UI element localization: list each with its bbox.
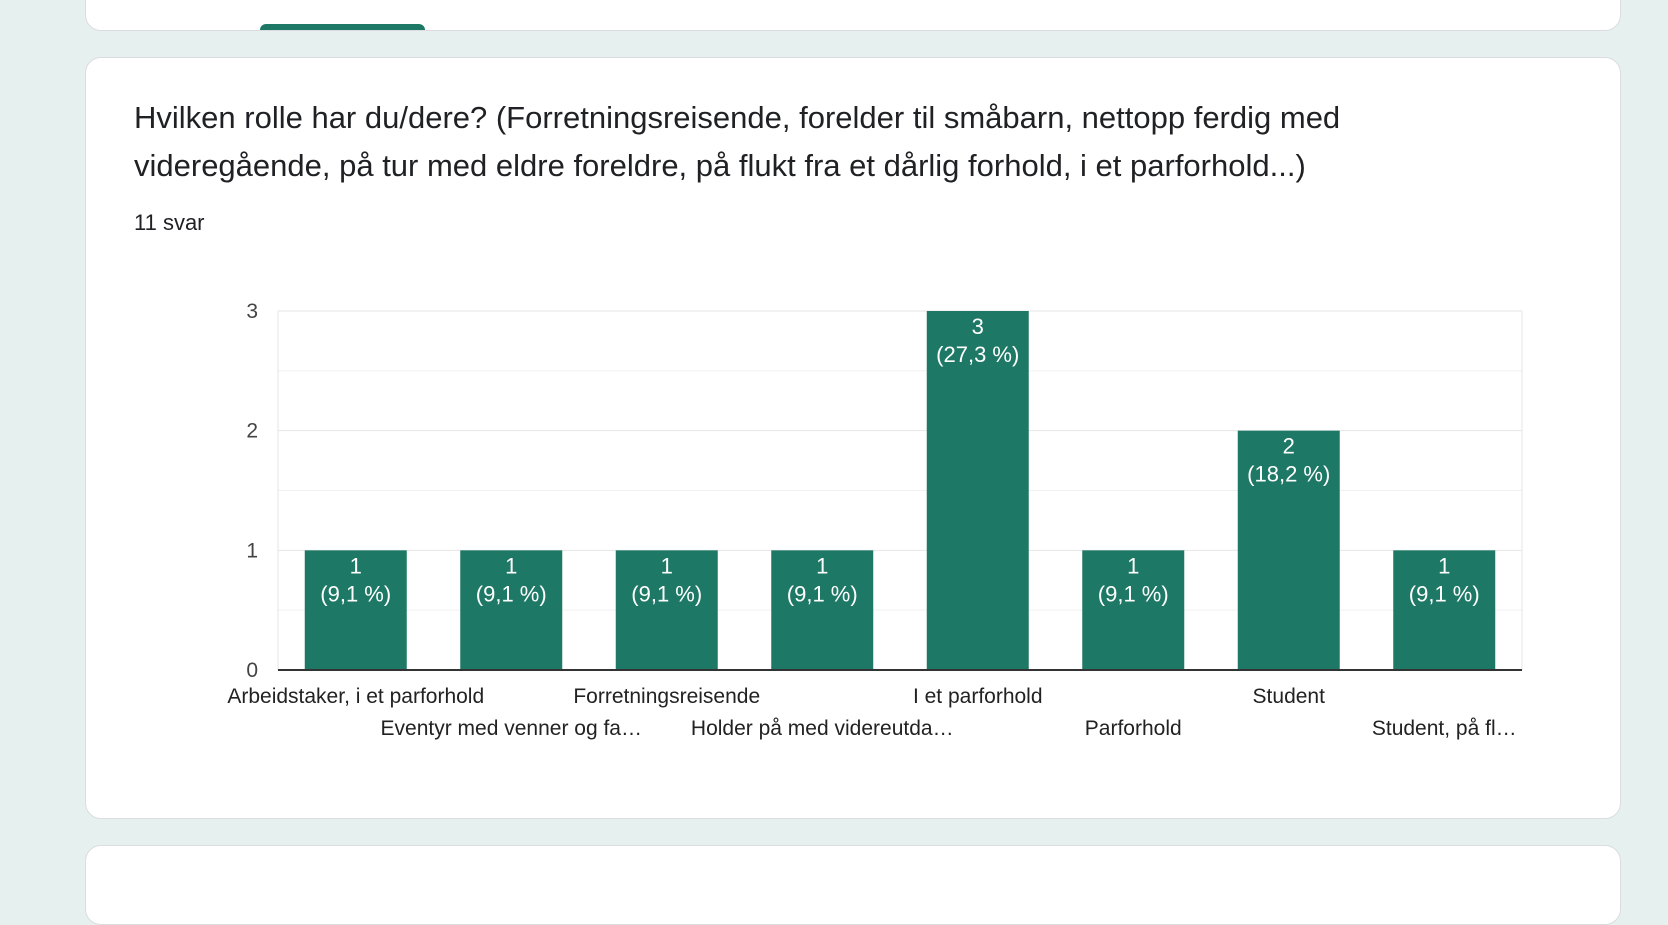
bar-value-label: 2 [1283,434,1295,459]
bar-value-label: 1 [505,553,517,578]
x-category-label: Parforhold [1085,717,1182,740]
next-question-card [85,845,1621,925]
bar-percent-label: (27,3 %) [936,342,1019,367]
bar-percent-label: (9,1 %) [787,581,858,606]
bar-percent-label: (9,1 %) [1409,581,1480,606]
y-tick-label: 3 [246,300,258,323]
bar-value-label: 3 [972,314,984,339]
x-category-label: I et parforhold [913,685,1043,708]
x-category-label: Student, på fl… [1372,717,1517,740]
y-tick-label: 0 [246,659,258,682]
x-category-label: Student [1253,685,1326,708]
bar-percent-label: (9,1 %) [320,581,391,606]
question-summary-card: Hvilken rolle har du/dere? (Forretningsr… [85,57,1621,819]
bar-percent-label: (9,1 %) [476,581,547,606]
x-category-label: Holder på med videreutda… [691,717,954,740]
bar-percent-label: (9,1 %) [631,581,702,606]
y-tick-label: 1 [246,539,258,562]
bar-value-label: 1 [1127,553,1139,578]
bar-percent-label: (9,1 %) [1098,581,1169,606]
bar-value-label: 1 [816,553,828,578]
x-category-label: Eventyr med venner og fa… [381,717,642,740]
bar-chart: 0 1 2 3 1 (9,1 %) Arbeidstaker, i et parforhol… [86,58,1622,820]
bar-value-label: 1 [350,553,362,578]
bar-value-label: 1 [1438,553,1450,578]
tab-indicator [260,24,425,30]
x-category-label: Forretningsreisende [573,685,760,708]
x-category-label: Arbeidstaker, i et parforhold [227,685,484,708]
y-tick-label: 2 [246,420,258,443]
previous-question-card [85,0,1621,31]
bar-percent-label: (18,2 %) [1247,462,1330,487]
bar-value-label: 1 [661,553,673,578]
